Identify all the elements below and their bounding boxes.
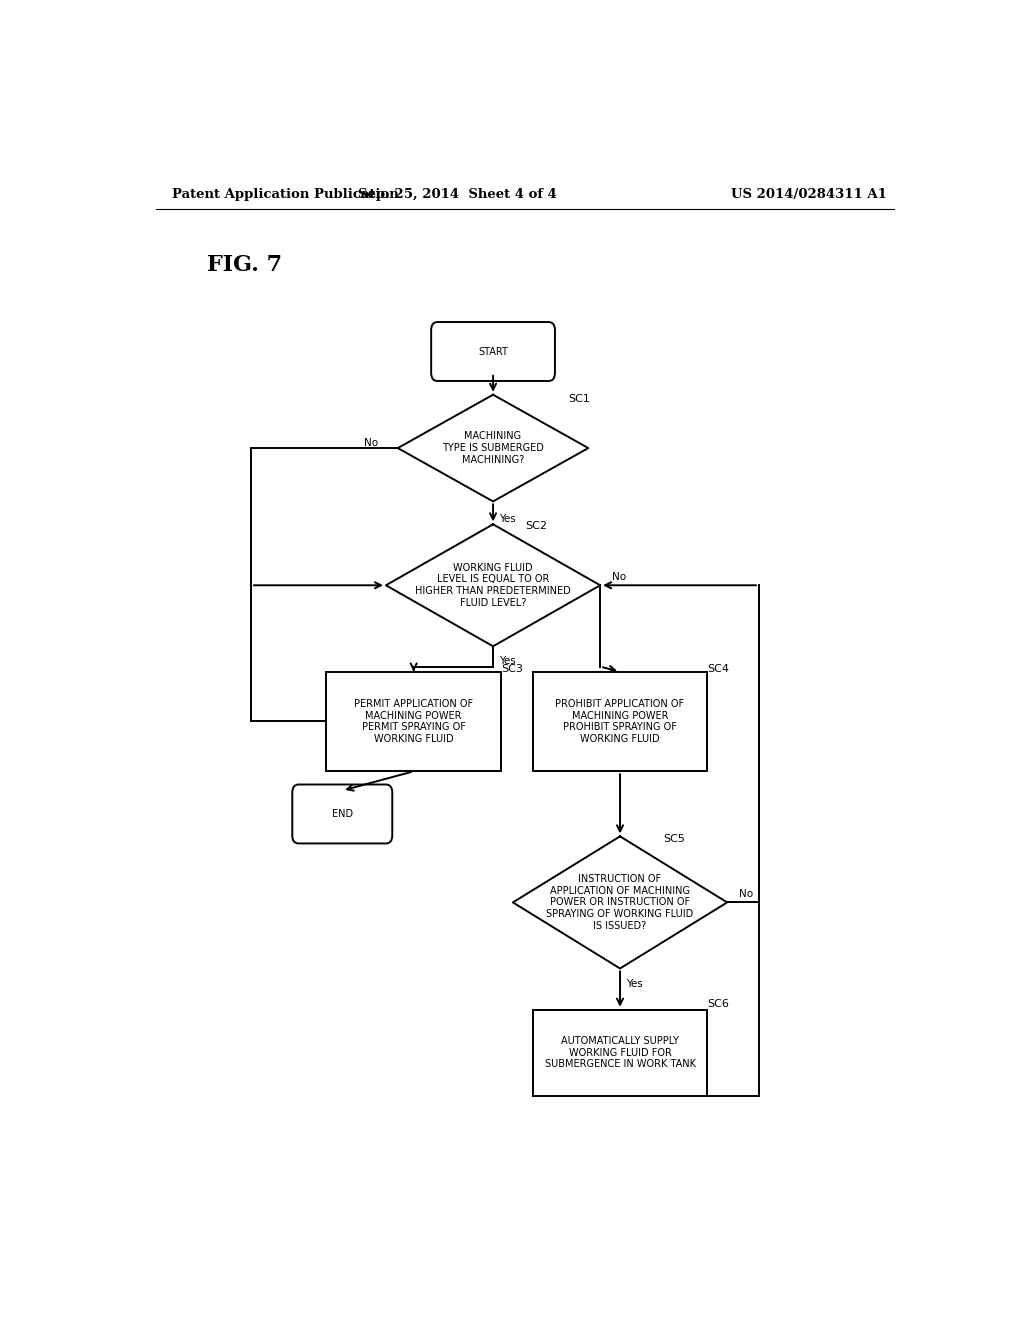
- Text: INSTRUCTION OF
APPLICATION OF MACHINING
POWER OR INSTRUCTION OF
SPRAYING OF WORK: INSTRUCTION OF APPLICATION OF MACHINING …: [547, 874, 693, 931]
- Text: START: START: [478, 347, 508, 356]
- Text: FIG. 7: FIG. 7: [207, 255, 283, 276]
- Bar: [532, 1010, 708, 1096]
- Polygon shape: [386, 524, 600, 647]
- Text: SC4: SC4: [708, 664, 729, 673]
- Bar: [327, 672, 501, 771]
- Polygon shape: [397, 395, 588, 502]
- Text: AUTOMATICALLY SUPPLY
WORKING FLUID FOR
SUBMERGENCE IN WORK TANK: AUTOMATICALLY SUPPLY WORKING FLUID FOR S…: [545, 1036, 695, 1069]
- Text: SC5: SC5: [664, 834, 685, 845]
- Text: Yes: Yes: [500, 656, 516, 667]
- Text: Sep. 25, 2014  Sheet 4 of 4: Sep. 25, 2014 Sheet 4 of 4: [358, 187, 557, 201]
- Text: MACHINING
TYPE IS SUBMERGED
MACHINING?: MACHINING TYPE IS SUBMERGED MACHINING?: [442, 432, 544, 465]
- Text: SC3: SC3: [501, 664, 523, 673]
- Text: Patent Application Publication: Patent Application Publication: [172, 187, 398, 201]
- Text: SC6: SC6: [708, 999, 729, 1008]
- Text: Yes: Yes: [500, 513, 516, 524]
- Text: PROHIBIT APPLICATION OF
MACHINING POWER
PROHIBIT SPRAYING OF
WORKING FLUID: PROHIBIT APPLICATION OF MACHINING POWER …: [555, 700, 685, 744]
- Text: Yes: Yes: [627, 978, 643, 989]
- Text: US 2014/0284311 A1: US 2014/0284311 A1: [731, 187, 887, 201]
- Text: No: No: [364, 438, 378, 447]
- Text: SC1: SC1: [568, 395, 590, 404]
- Text: No: No: [739, 890, 754, 899]
- Text: No: No: [612, 572, 627, 582]
- Text: END: END: [332, 809, 353, 818]
- Text: WORKING FLUID
LEVEL IS EQUAL TO OR
HIGHER THAN PREDETERMINED
FLUID LEVEL?: WORKING FLUID LEVEL IS EQUAL TO OR HIGHE…: [415, 562, 571, 607]
- FancyBboxPatch shape: [292, 784, 392, 843]
- Text: SC2: SC2: [524, 521, 547, 532]
- FancyBboxPatch shape: [431, 322, 555, 381]
- Polygon shape: [513, 837, 727, 969]
- Bar: [532, 672, 708, 771]
- Text: PERMIT APPLICATION OF
MACHINING POWER
PERMIT SPRAYING OF
WORKING FLUID: PERMIT APPLICATION OF MACHINING POWER PE…: [354, 700, 473, 744]
